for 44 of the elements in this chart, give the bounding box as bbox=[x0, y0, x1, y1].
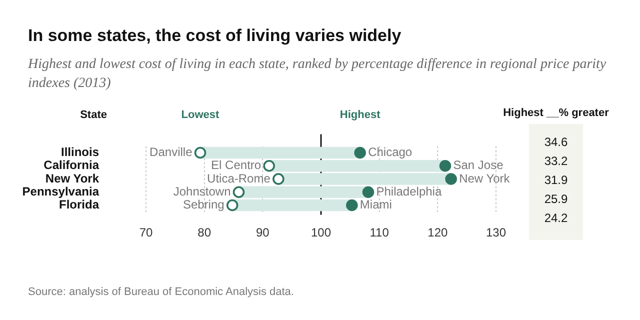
point bbox=[346, 199, 358, 212]
point bbox=[439, 160, 452, 172]
annotation: Philadelphia bbox=[376, 184, 442, 198]
point bbox=[272, 173, 284, 185]
point bbox=[194, 146, 206, 159]
y-tick-label: Florida bbox=[58, 198, 100, 212]
text: 25.9 bbox=[543, 192, 569, 206]
chart-subtitle: Highest and lowest cost of living in each state, ranked by percentage difference in regional price parity indexes (2013) bbox=[28, 56, 608, 93]
text: Lowest bbox=[181, 109, 220, 122]
text: Highest __% greater bbox=[502, 107, 610, 119]
x-tick-label: 110 bbox=[370, 225, 390, 240]
y-axis-title: State bbox=[80, 109, 107, 122]
annotation: Danville bbox=[150, 145, 193, 160]
source-note: Source: analysis of Bureau of Economic Analysis data. bbox=[28, 286, 294, 298]
annotation: Sebring bbox=[182, 198, 224, 212]
x-tick-label: 90 bbox=[256, 225, 270, 240]
y-tick-label: Illinois bbox=[60, 145, 100, 160]
point bbox=[263, 160, 275, 172]
x-tick-label: 80 bbox=[198, 225, 212, 240]
text: Highest bbox=[340, 109, 381, 122]
point bbox=[362, 186, 374, 198]
annotation: El Centro bbox=[211, 158, 262, 172]
y-tick-label: New York bbox=[45, 171, 100, 186]
annotation: Johnstown bbox=[173, 184, 231, 198]
annotation: New York bbox=[459, 171, 511, 186]
text: 24.2 bbox=[543, 211, 569, 225]
text: 33.2 bbox=[543, 154, 569, 168]
x-tick-label: 120 bbox=[428, 225, 448, 240]
point bbox=[232, 186, 245, 198]
point bbox=[445, 173, 457, 185]
text: 34.6 bbox=[543, 135, 569, 149]
chart-title: In some states, the cost of living varies widely bbox=[28, 26, 402, 46]
annotation: Miami bbox=[360, 198, 392, 212]
x-tick-label: 100 bbox=[310, 225, 332, 240]
x-tick-label: 70 bbox=[139, 225, 153, 240]
y-tick-label: Pennsylvania bbox=[22, 184, 100, 198]
annotation: Chicago bbox=[368, 145, 412, 160]
y-tick-label: California bbox=[44, 158, 100, 172]
point bbox=[226, 199, 238, 212]
annotation: San Jose bbox=[453, 158, 504, 172]
x-tick-label: 130 bbox=[486, 225, 506, 240]
point bbox=[354, 146, 366, 159]
text: 31.9 bbox=[543, 173, 569, 187]
annotation: Utica-Rome bbox=[207, 171, 271, 186]
